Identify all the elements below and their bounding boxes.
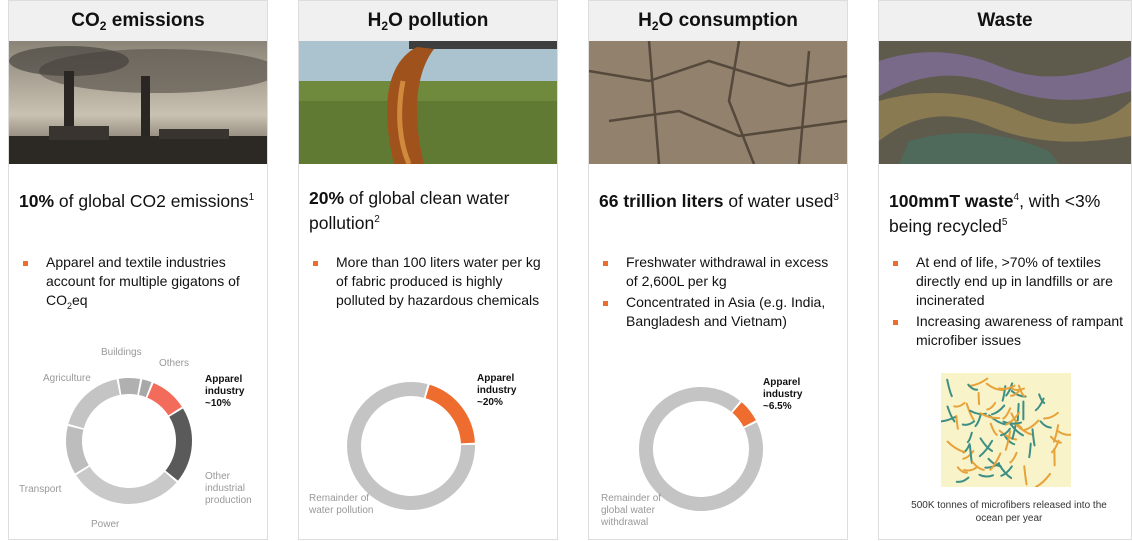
donut-segment <box>76 387 118 426</box>
headline-text: of global CO2 emissions <box>54 191 249 211</box>
photo <box>9 41 267 164</box>
category-label: Remainder of global water withdrawal <box>601 493 681 529</box>
panel: CO2 emissions 10% of global CO2 emission… <box>8 0 268 540</box>
donut-segment <box>172 413 184 476</box>
bullets: More than 100 liters water per kg of fab… <box>311 253 551 312</box>
value-label: ~20% <box>477 397 537 409</box>
donut-segment <box>74 428 82 469</box>
photo <box>299 41 557 164</box>
category-label: Agriculture <box>43 373 113 385</box>
headline-bold: 10% <box>19 191 54 211</box>
panel: Waste 100mmT waste4, with <3% being recy… <box>878 0 1132 540</box>
title-text: O consumption <box>659 10 798 31</box>
page: {"panels":[ {"title":{"main":"CO","sub":… <box>0 0 1132 540</box>
bullets: Freshwater withdrawal in excess of 2,600… <box>601 253 841 333</box>
segment-label: Power <box>91 519 141 531</box>
panel-title: H2O consumption <box>589 1 847 41</box>
headline-bold: 100mmT waste <box>889 191 1014 211</box>
caption: 500K tonnes of microfibers released into… <box>899 499 1119 525</box>
headline: 10% of global CO2 emissions1 <box>19 187 264 212</box>
bullet: Freshwater withdrawal in excess of 2,600… <box>601 253 841 291</box>
category-label: Apparel industry <box>205 374 265 398</box>
category-label: Apparel industry <box>477 373 537 397</box>
bullet: At end of life, >70% of textiles directl… <box>891 253 1131 310</box>
microfiber-image <box>941 373 1071 487</box>
headline: 100mmT waste4, with <3% being recycled5 <box>889 187 1132 237</box>
value-label: ~10% <box>205 398 265 410</box>
category-label: Others <box>159 358 209 370</box>
category-label: Apparel industry <box>763 377 823 401</box>
title-text: H <box>638 10 652 31</box>
headline: 66 trillion liters of water used3 <box>599 187 844 212</box>
category-label: Remainder of water pollution <box>309 493 389 517</box>
footnote: 5 <box>1002 217 1008 228</box>
category-label: Power <box>91 519 141 531</box>
title-sub: 2 <box>652 19 659 33</box>
headline-text: of water used <box>723 191 833 211</box>
headline-bold: 66 trillion liters <box>599 191 723 211</box>
donut-segment <box>141 387 149 389</box>
bullet: More than 100 liters water per kg of fab… <box>311 253 551 310</box>
category-label: Buildings <box>101 347 161 359</box>
value-label: ~6.5% <box>763 401 823 413</box>
bullets: At end of life, >70% of textiles directl… <box>891 253 1131 352</box>
panel: H2O pollution 20% of global clean water … <box>298 0 558 540</box>
photo <box>879 41 1131 164</box>
footnote: 3 <box>833 192 839 203</box>
panel-title: H2O pollution <box>299 1 557 41</box>
panel-title: CO2 emissions <box>9 1 267 41</box>
bullets: Apparel and textile industries account f… <box>21 253 261 318</box>
segment-label: Apparel industry~10% <box>205 374 265 410</box>
title-text: emissions <box>106 10 204 31</box>
title-text: CO <box>71 10 100 31</box>
segment-label: Buildings <box>101 347 161 359</box>
title-text: H <box>368 10 382 31</box>
panel-title: Waste <box>879 1 1131 41</box>
footnote: 1 <box>249 192 255 203</box>
donut-segment <box>737 407 750 423</box>
segment-label: Apparel industry~6.5% <box>763 377 823 413</box>
bullet: Concentrated in Asia (e.g. India, Bangla… <box>601 293 841 331</box>
donut-segment <box>120 386 139 387</box>
segment-label: Remainder of global water withdrawal <box>601 493 681 529</box>
segment-label: Transport <box>19 484 79 496</box>
panel: H2O consumption 66 trillion liters of wa… <box>588 0 848 540</box>
donut-segment <box>83 471 171 496</box>
segment-label: Others <box>159 358 209 370</box>
category-label: Other industrial production <box>205 471 265 507</box>
fiber <box>979 393 980 404</box>
donut-segment <box>150 390 175 411</box>
segment-label: Agriculture <box>43 373 113 385</box>
bullet: Increasing awareness of rampant microfib… <box>891 312 1131 350</box>
donut <box>9 331 267 541</box>
segment-label: Remainder of water pollution <box>309 493 389 517</box>
donut-segment <box>428 391 468 443</box>
title-text: O pollution <box>388 10 488 31</box>
bullet-text: eq <box>72 292 88 308</box>
footnote: 2 <box>374 214 380 225</box>
bullet: Apparel and textile industries account f… <box>21 253 261 316</box>
photo <box>589 41 847 164</box>
segment-label: Other industrial production <box>205 471 265 507</box>
headline: 20% of global clean water pollution2 <box>309 187 554 234</box>
headline-bold: 20% <box>309 188 344 208</box>
segment-label: Apparel industry~20% <box>477 373 537 409</box>
category-label: Transport <box>19 484 79 496</box>
